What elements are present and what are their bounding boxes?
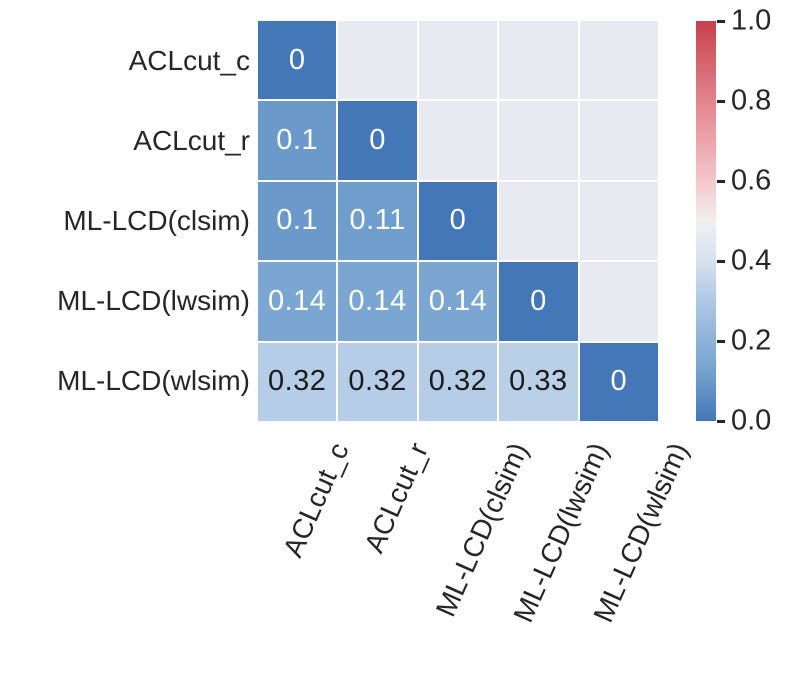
- heatmap-cell: 0.1: [258, 101, 337, 180]
- heatmap-cell: 0.1: [258, 181, 337, 261]
- y-tick-label: ML-LCD(lwsim): [57, 285, 250, 316]
- colorbar-tick-label: 0.0: [731, 404, 772, 437]
- y-tick-label: ML-LCD(clsim): [63, 205, 250, 236]
- heatmap-cell-masked: [338, 21, 417, 100]
- colorbar-tick-label: 1.0: [731, 4, 772, 37]
- colorbar-tick-mark: [717, 339, 725, 343]
- heatmap-cell-masked: [499, 21, 578, 100]
- heatmap-cell: 0.32: [338, 342, 417, 421]
- colorbar-tick-label: 0.6: [731, 164, 772, 197]
- heatmap-cell: 0: [579, 342, 658, 421]
- heatmap-cell-masked: [418, 21, 498, 100]
- heatmap-cell: 0.32: [258, 342, 337, 421]
- heatmap-cell-masked: [579, 101, 658, 180]
- heatmap-cell: 0: [338, 101, 417, 180]
- colorbar-tick-mark: [717, 419, 725, 423]
- heatmap-cell: 0.14: [338, 262, 417, 341]
- heatmap-cell: 0.32: [418, 342, 498, 421]
- heatmap-cell: 0: [258, 21, 337, 100]
- heatmap-cell: 0.33: [499, 342, 578, 421]
- heatmap-grid: 0 0.1 0 0.1 0.11 0 0.14 0.14 0.14 0 0.32 0.32 0.32 0.…: [258, 21, 658, 421]
- y-tick-label: ML-LCD(wlsim): [57, 365, 250, 396]
- colorbar-tick-label: 0.4: [731, 244, 772, 277]
- colorbar-tick-label: 0.2: [731, 324, 772, 357]
- colorbar-tick-label: 0.8: [731, 84, 772, 117]
- colorbar-gradient: [696, 21, 716, 421]
- heatmap-cell: 0.14: [418, 262, 498, 341]
- heatmap-cell-masked: [418, 101, 498, 180]
- heatmap-cell: 0.14: [258, 262, 337, 341]
- heatmap-cell: 0.11: [338, 181, 417, 261]
- heatmap-cell-masked: [579, 262, 658, 341]
- heatmap-cell-masked: [579, 181, 658, 261]
- x-tick-label: ACLcut_c: [276, 438, 355, 562]
- heatmap-cell: 0: [418, 181, 498, 261]
- heatmap-cell-masked: [579, 21, 658, 100]
- x-tick-label: ACLcut_r: [358, 438, 435, 558]
- y-tick-label: ACLcut_c: [128, 45, 250, 76]
- heatmap-cell-masked: [499, 101, 578, 180]
- colorbar-tick-mark: [717, 19, 725, 23]
- heatmap-cell-masked: [499, 181, 578, 261]
- colorbar-tick-mark: [717, 99, 725, 103]
- heatmap-cell: 0: [499, 262, 578, 341]
- y-tick-label: ACLcut_r: [133, 125, 250, 156]
- colorbar-tick-mark: [717, 179, 725, 183]
- colorbar-tick-mark: [717, 259, 725, 263]
